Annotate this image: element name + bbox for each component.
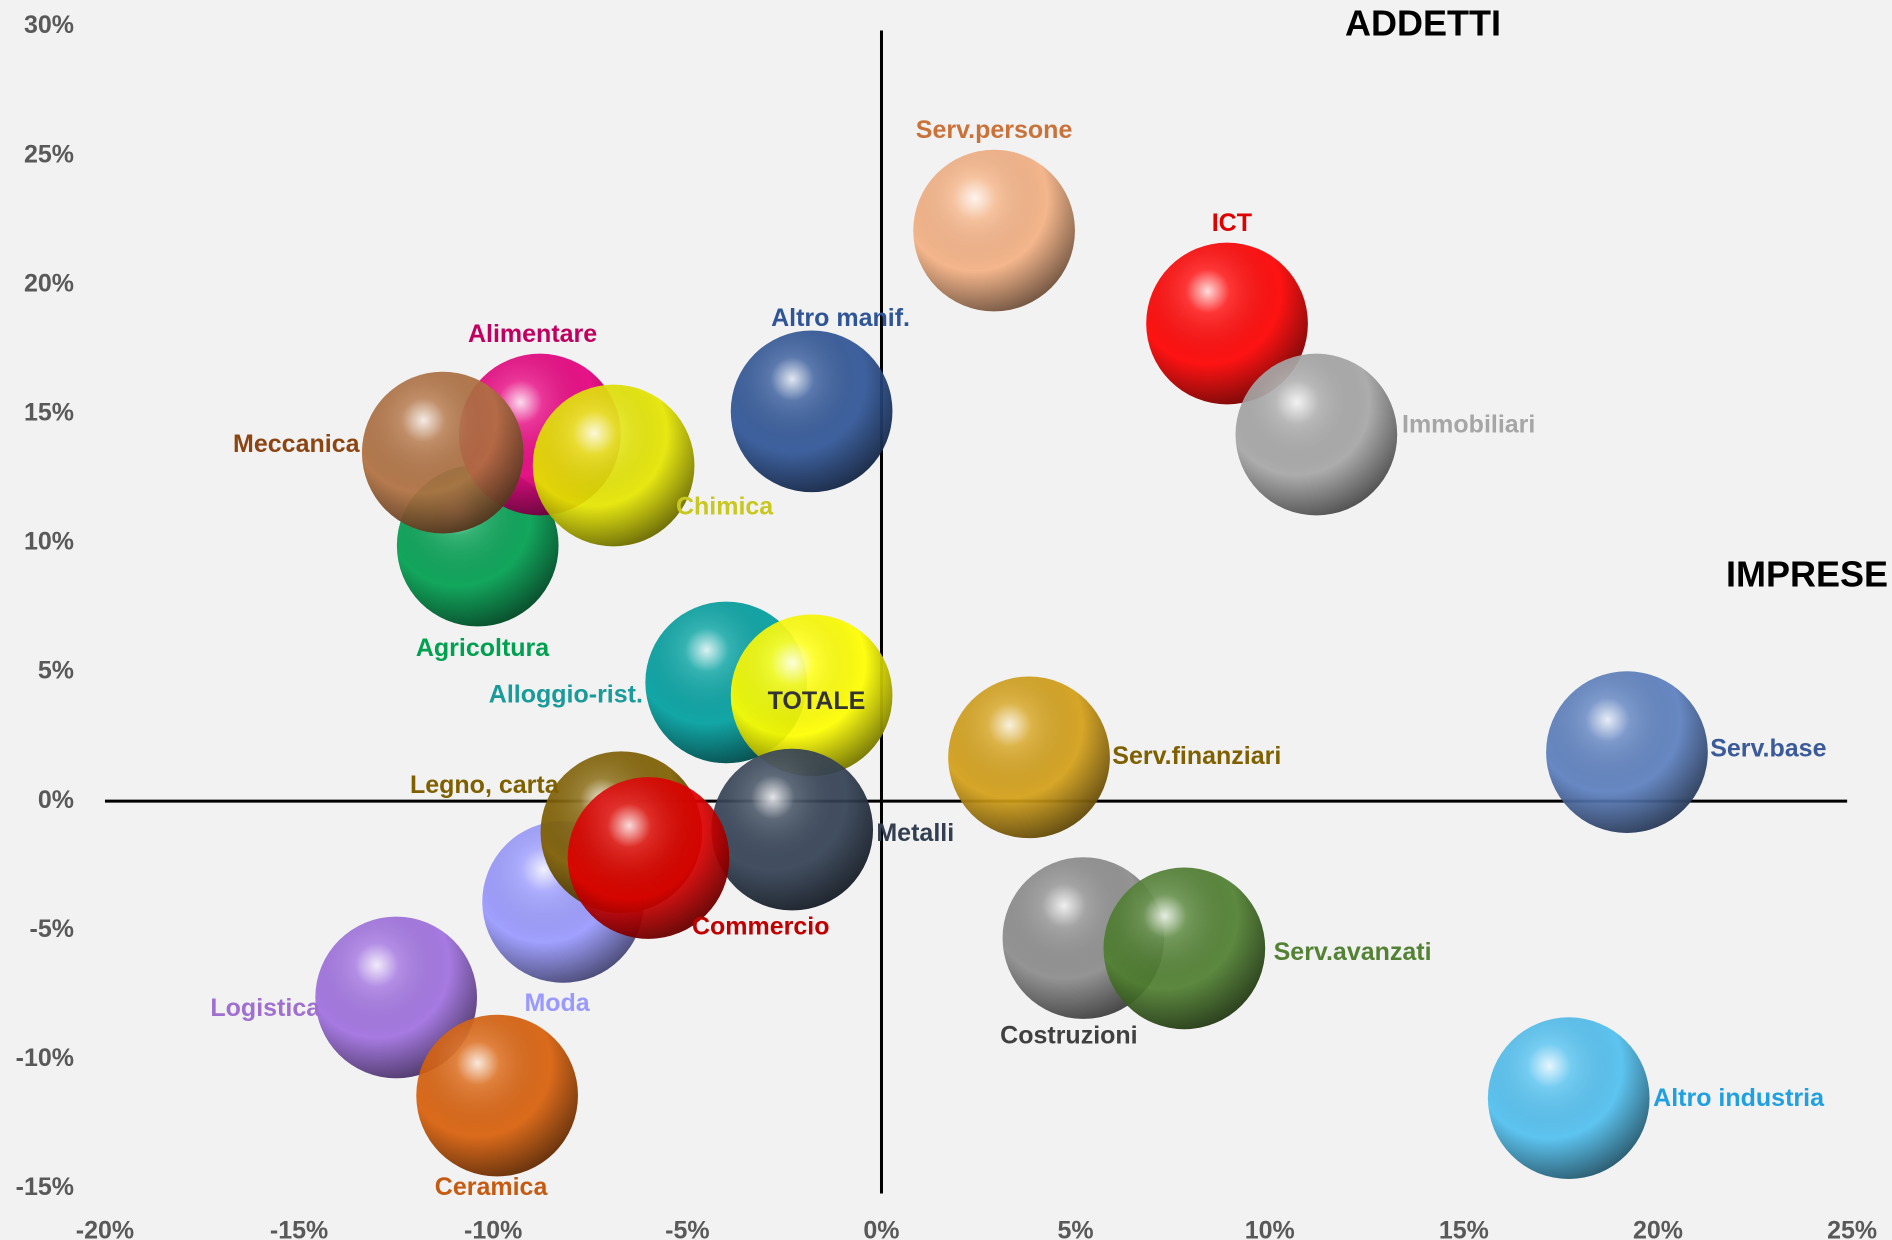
bubble-shading [1487,1017,1650,1179]
bubble-label: Agricoltura [416,634,550,662]
y-tick-label: -15% [16,1173,74,1201]
bubble-label: Altro manif. [771,304,910,332]
bubble-label: Commercio [692,913,830,941]
bubble-label: Serv.avanzati [1274,938,1432,966]
bubble-label: Moda [524,989,590,1017]
bubble-label: Costruzioni [1000,1022,1138,1050]
x-tick-label: -10% [464,1217,522,1240]
y-tick-label: 25% [24,140,74,168]
bubble-label: Serv.persone [916,116,1073,144]
x-tick-label: 25% [1827,1217,1877,1240]
y-tick-label: 30% [24,11,74,39]
y-tick-label: -10% [16,1044,74,1072]
x-tick-label: 10% [1245,1217,1295,1240]
y-tick-label: 0% [38,786,74,814]
bubble-label: Serv.base [1710,734,1826,762]
bubble-shading [913,149,1075,312]
bubble-shading [730,330,893,493]
x-tick-label: 5% [1058,1217,1094,1240]
bubble-label: Alloggio-rist. [489,680,643,708]
bubble-label: Altro industria [1653,1084,1825,1112]
bubble-label: Metalli [876,819,954,847]
bubble-shading [948,676,1110,839]
bubble-label: TOTALE [768,687,866,715]
x-tick-label: 0% [863,1217,899,1240]
x-tick-label: 20% [1633,1217,1683,1240]
bubble-label: ICT [1212,209,1252,237]
bubble-label: Logistica [210,994,321,1022]
bubble-label: Chimica [676,492,774,520]
x-tick-label: -20% [76,1217,134,1240]
bubble-shading [1235,353,1398,516]
bubble-shading [567,777,730,939]
x-tick-label: -5% [665,1217,709,1240]
bubble-label: Legno, carta [410,771,560,799]
bubble-shading [361,371,524,534]
y-tick-label: 5% [38,657,74,685]
y-tick-label: 10% [24,528,74,556]
bubble-label: Alimentare [468,320,597,348]
bubble-shading [1546,671,1708,833]
bubble-shading [711,748,874,911]
bubble-label: Meccanica [233,430,361,458]
x-tick-label: -15% [270,1217,328,1240]
bubble-shading [315,916,478,1079]
bubble-label: Immobiliari [1402,411,1535,439]
x-axis-title: IMPRESE [1726,554,1888,595]
bubble-label: Serv.finanziari [1112,742,1281,770]
bubble-label: Ceramica [435,1173,549,1201]
y-tick-label: 20% [24,269,74,297]
x-tick-label: 15% [1439,1217,1489,1240]
bubble-shading [730,614,893,777]
y-tick-label: -5% [30,915,74,943]
bubble-shading [416,1014,578,1177]
bubble-shading [532,384,695,547]
y-axis-title: ADDETTI [1345,3,1501,44]
bubble-shading [1103,867,1266,1030]
y-tick-label: 15% [24,398,74,426]
bubble-shading [1146,242,1308,405]
